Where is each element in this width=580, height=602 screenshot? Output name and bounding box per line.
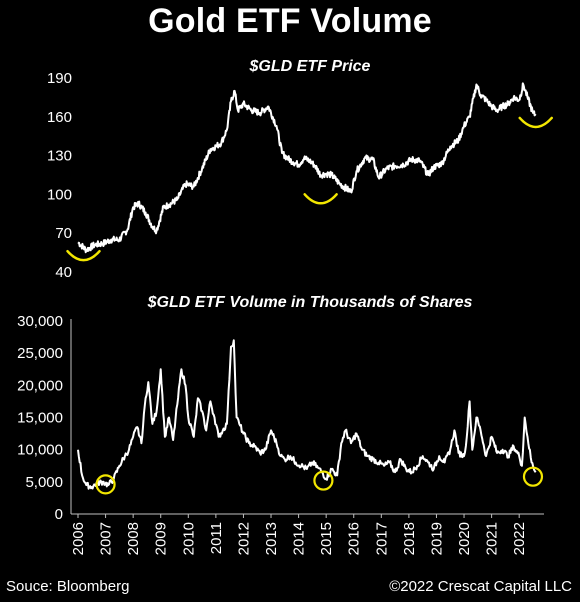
x-tick-label-1: 2007 <box>98 522 115 555</box>
x-tick-label-3: 2009 <box>153 522 170 555</box>
price-y-tick-1: 160 <box>47 109 72 126</box>
volume-series-line <box>77 339 537 490</box>
volume-highlight-circle-0 <box>95 474 116 495</box>
volume-y-tick-0: 30,000 <box>17 313 63 330</box>
price-y-tick-5: 40 <box>55 264 72 281</box>
x-tick-label-2: 2008 <box>125 522 142 555</box>
x-tick-label-10: 2016 <box>346 522 363 555</box>
copyright-note: ©2022 Crescat Capital LLC <box>389 578 572 595</box>
x-tick-label-16: 2022 <box>511 522 528 555</box>
price-y-tick-3: 100 <box>47 186 72 203</box>
x-tick-label-14: 2020 <box>456 522 473 555</box>
price-y-tick-2: 130 <box>47 148 72 165</box>
price-y-tick-0: 190 <box>47 70 72 87</box>
x-tick-label-5: 2011 <box>208 522 225 554</box>
price-series-line <box>77 82 537 254</box>
volume-panel-title: $GLD ETF Volume in Thousands of Shares <box>147 294 473 311</box>
x-tick-label-9: 2015 <box>318 522 335 555</box>
x-tick-label-13: 2019 <box>428 522 445 555</box>
price-highlight-arc-0 <box>66 249 101 262</box>
x-tick-label-7: 2013 <box>263 522 280 555</box>
volume-y-tick-5: 5,000 <box>25 474 63 491</box>
volume-y-tick-1: 25,000 <box>17 345 63 362</box>
x-tick-label-6: 2012 <box>235 522 252 555</box>
volume-y-tick-6: 0 <box>55 506 63 523</box>
source-note: Souce: Bloomberg <box>6 578 130 595</box>
price-panel-title: $GLD ETF Price <box>249 58 371 75</box>
volume-y-tick-4: 10,000 <box>17 442 63 459</box>
volume-highlight-circle-1 <box>313 470 334 491</box>
x-tick-label-0: 2006 <box>70 522 87 555</box>
x-tick-label-15: 2021 <box>484 522 501 555</box>
volume-highlight-circle-2 <box>522 466 544 487</box>
x-tick-label-4: 2010 <box>180 522 197 555</box>
price-highlight-arc-2 <box>518 116 553 129</box>
page-title: Gold ETF Volume <box>148 2 432 40</box>
x-tick-label-12: 2018 <box>401 522 418 555</box>
volume-y-tick-3: 15,000 <box>17 410 63 427</box>
volume-y-tick-2: 20,000 <box>17 377 63 394</box>
x-tick-label-8: 2014 <box>291 522 308 555</box>
price-highlight-arc-1 <box>303 193 338 205</box>
x-tick-label-11: 2017 <box>373 522 390 555</box>
price-y-tick-4: 70 <box>55 225 72 242</box>
